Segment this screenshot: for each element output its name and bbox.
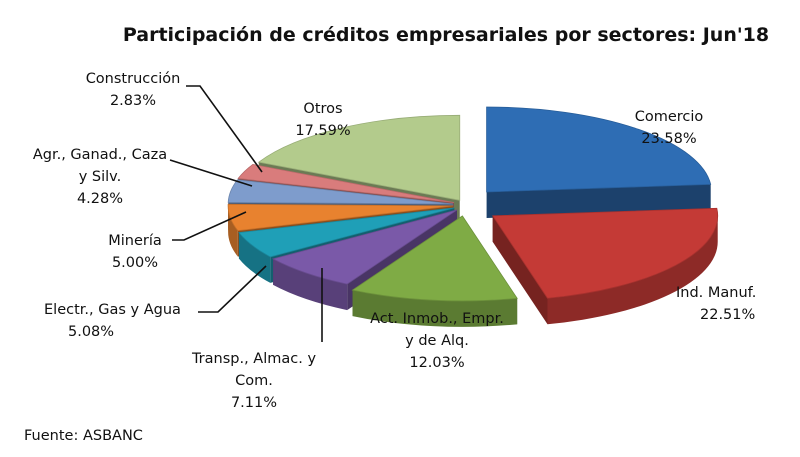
slice-label: Agr., Ganad., Caza y Silv. 4.28% — [33, 147, 167, 207]
slice-top — [272, 209, 458, 285]
leader-lines — [169, 85, 323, 342]
source-note: Fuente: ASBANC — [24, 428, 143, 444]
slice-labels: Comercio 23.58% Ind. Manuf. 22.51% Act. Inmo… — [33, 71, 756, 411]
pie-slice-comercio — [486, 106, 712, 219]
slice-label: Transp., Almac. y Com. 7.11% — [191, 351, 316, 411]
slice-side-wall — [492, 215, 548, 325]
leader-line — [186, 85, 263, 173]
slice-label: Comercio 23.58% — [635, 109, 704, 147]
leader-line — [169, 159, 253, 187]
slice-label: Minería 5.00% — [108, 233, 162, 271]
slice-side-wall — [486, 184, 711, 219]
slice-rim — [547, 215, 718, 325]
slice-label: Otros 17.59% — [295, 101, 350, 139]
slice-top — [257, 114, 461, 201]
slice-rim — [352, 290, 518, 327]
slice-top — [227, 179, 454, 205]
pie-slice-ind-manuf — [491, 207, 719, 325]
slice-rim — [273, 258, 348, 311]
slice-label: Electr., Gas y Agua 5.08% — [44, 302, 181, 340]
pie-slices — [227, 106, 719, 327]
slice-top — [227, 203, 454, 232]
slice-label: Ind. Manuf. 22.51% — [676, 285, 756, 323]
slice-label: Act. Inmob., Empr. y de Alq. 12.03% — [370, 311, 504, 371]
slice-top — [237, 163, 454, 203]
chart-title: Participación de créditos empresariales … — [123, 24, 769, 46]
slice-top — [486, 106, 712, 193]
slice-label: Construcción 2.83% — [86, 71, 181, 109]
slice-top — [491, 207, 719, 299]
slice-top — [351, 215, 518, 302]
leader-line — [172, 211, 247, 241]
pie-slice-act-inmob-empr-y-de-alq — [351, 215, 518, 327]
leader-line — [198, 265, 267, 313]
slice-top — [238, 207, 455, 258]
